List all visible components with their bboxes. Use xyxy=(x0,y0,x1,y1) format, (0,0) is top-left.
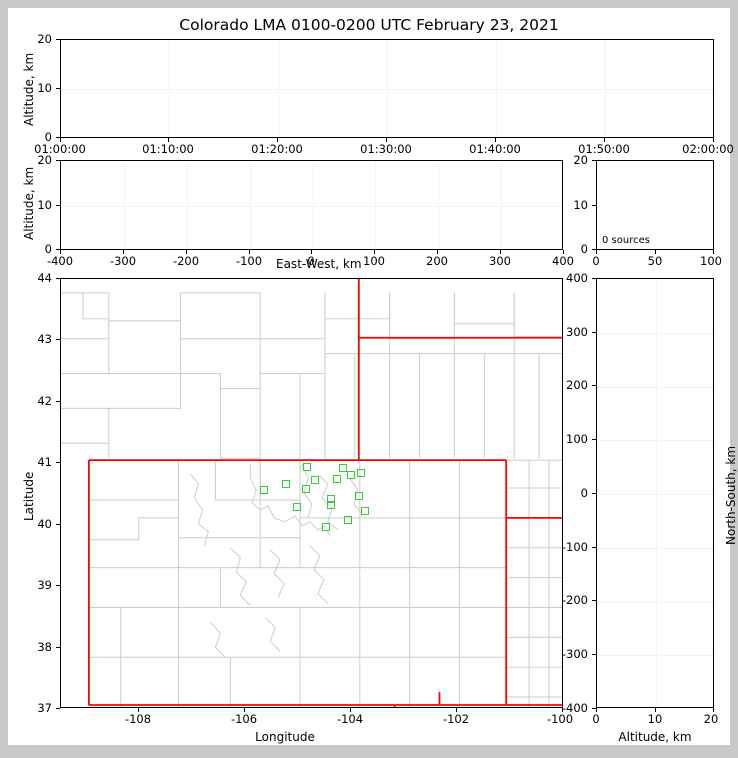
tick-hist-x-1: 50 xyxy=(647,254,663,268)
tick-map-lon-104: -104 xyxy=(336,712,364,726)
lma-source-marker xyxy=(327,501,335,509)
tick-map-lat-38: 38 xyxy=(37,640,52,654)
tick-ew-y-10: 10 xyxy=(37,198,52,212)
lma-source-marker xyxy=(333,475,341,483)
tick-map-lat-40: 40 xyxy=(37,517,52,531)
axis-label-north-south: North-South, km xyxy=(724,445,738,545)
lma-source-marker xyxy=(344,516,352,524)
tick-time-x-4: 01:40:00 xyxy=(469,142,521,156)
lma-source-marker xyxy=(260,486,268,494)
tick-time-x-6: 02:00:00 xyxy=(682,142,734,156)
tick-ew-x-4: 0 xyxy=(307,254,315,268)
tick-time-x-2: 01:20:00 xyxy=(251,142,303,156)
tick-ns-x-0: 0 xyxy=(592,712,600,726)
tick-ew-x-3: -100 xyxy=(235,254,263,268)
lma-source-marker xyxy=(302,485,310,493)
tick-hist-y-20: 20 xyxy=(573,153,588,167)
lma-source-marker xyxy=(322,523,330,531)
tick-ew-x-6: 200 xyxy=(426,254,448,268)
tick-map-lon-100: -100 xyxy=(546,712,574,726)
lma-source-marker xyxy=(311,476,319,484)
tick-map-lat-39: 39 xyxy=(37,578,52,592)
tick-ew-x-1: -300 xyxy=(109,254,137,268)
tick-time-x-3: 01:30:00 xyxy=(360,142,412,156)
axis-label-ew-altitude: Altitude, km xyxy=(22,166,36,240)
tick-time-y-0: 0 xyxy=(44,130,52,144)
tick-ew-x-5: 100 xyxy=(363,254,385,268)
lma-source-marker xyxy=(282,480,290,488)
lma-source-marker xyxy=(327,495,335,503)
lma-source-marker xyxy=(303,463,311,471)
tick-ew-y-20: 20 xyxy=(37,153,52,167)
tick-ns-y-200: 200 xyxy=(566,378,588,392)
tick-hist-x-0: 0 xyxy=(592,254,600,268)
axis-label-longitude: Longitude xyxy=(255,730,315,744)
tick-ns-y-400: 400 xyxy=(566,271,588,285)
axis-label-ns-altitude: Altitude, km xyxy=(618,730,692,744)
panel-altitude-histogram xyxy=(596,160,714,250)
tick-ns-x-20: 20 xyxy=(703,712,719,726)
lma-source-marker xyxy=(357,469,365,477)
lma-source-marker xyxy=(293,503,301,511)
panel-east-west-vs-altitude xyxy=(60,160,563,250)
tick-ew-x-2: -200 xyxy=(172,254,200,268)
tick-ns-y-neg200: -200 xyxy=(561,593,588,607)
tick-map-lon-108: -108 xyxy=(124,712,152,726)
lma-source-marker xyxy=(355,492,363,500)
panel-time-vs-altitude xyxy=(60,39,714,138)
tick-ns-y-neg300: -300 xyxy=(561,647,588,661)
tick-map-lat-37: 37 xyxy=(37,701,52,715)
lma-source-marker xyxy=(339,464,347,472)
tick-map-lat-41: 41 xyxy=(37,455,52,469)
axis-label-latitude: Latitude xyxy=(22,471,36,521)
axis-label-time-altitude: Altitude, km xyxy=(22,52,36,126)
panel-altitude-vs-north-south xyxy=(596,278,714,708)
axis-label-east-west: East-West, km xyxy=(276,257,362,271)
tick-map-lat-42: 42 xyxy=(37,394,52,408)
tick-hist-y-10: 10 xyxy=(573,198,588,212)
tick-time-x-1: 01:10:00 xyxy=(142,142,194,156)
tick-ew-x-7: 300 xyxy=(489,254,511,268)
tick-ns-y-neg400: -400 xyxy=(561,701,588,715)
map-geography xyxy=(61,279,562,707)
tick-map-lat-43: 43 xyxy=(37,332,52,346)
tick-hist-x-2: 100 xyxy=(700,254,722,268)
tick-time-y-10: 10 xyxy=(37,81,52,95)
figure-canvas: Colorado LMA 0100-0200 UTC February 23, … xyxy=(8,8,738,745)
tick-ew-x-0: -400 xyxy=(46,254,74,268)
tick-ns-y-300: 300 xyxy=(566,325,588,339)
tick-ew-y-0: 0 xyxy=(44,242,52,256)
tick-map-lat-44: 44 xyxy=(37,271,52,285)
source-count-annotation: 0 sources xyxy=(602,235,650,246)
lma-source-marker xyxy=(347,471,355,479)
tick-time-x-5: 01:50:00 xyxy=(578,142,630,156)
tick-time-y-20: 20 xyxy=(37,32,52,46)
tick-hist-y-0: 0 xyxy=(580,242,588,256)
tick-ns-y-0: 0 xyxy=(580,486,588,500)
panel-plan-view-map[interactable] xyxy=(60,278,563,708)
tick-time-x-0: 01:00:00 xyxy=(34,142,86,156)
tick-map-lon-102: -102 xyxy=(442,712,470,726)
tick-map-lon-106: -106 xyxy=(230,712,258,726)
lma-source-marker xyxy=(361,507,369,515)
tick-ew-x-8: 400 xyxy=(552,254,574,268)
tick-ns-x-10: 10 xyxy=(647,712,663,726)
page-title: Colorado LMA 0100-0200 UTC February 23, … xyxy=(179,16,559,34)
tick-ns-y-neg100: -100 xyxy=(561,540,588,554)
tick-ns-y-100: 100 xyxy=(566,432,588,446)
